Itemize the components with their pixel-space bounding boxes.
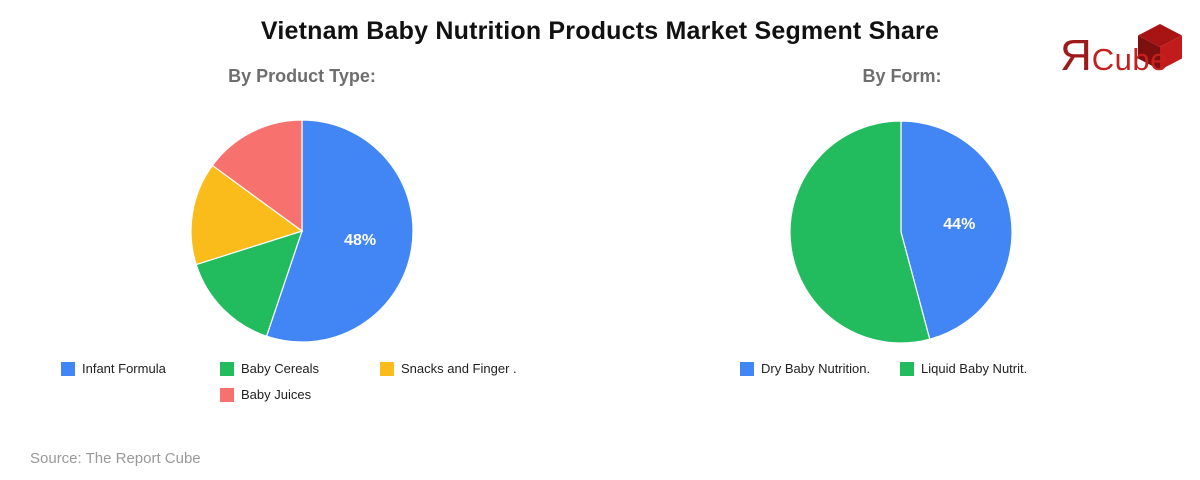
legend-item-baby-juices: Baby Juices (220, 388, 311, 402)
legend-item-infant-formula: Infant Formula (61, 362, 166, 376)
legend-swatch-infant-formula (61, 362, 75, 376)
logo-text: ЯCube (1060, 34, 1168, 78)
legend-swatch-snacks-and-finger (380, 362, 394, 376)
slice-value-label: 48% (344, 232, 376, 249)
legend-label: Baby Cereals (241, 361, 320, 376)
legend-item-baby-cereals: Baby Cereals (220, 362, 319, 376)
report-cube-logo: ЯCube (1060, 24, 1182, 80)
legend-swatch-dry-baby-nutrition (740, 362, 754, 376)
pie-chart-product-type: 48% (190, 119, 414, 343)
pie-slice-liquid-baby-nutrit (789, 120, 931, 344)
logo-letter-mark: Я (1060, 31, 1092, 80)
subtitle-by-form: By Form: (862, 66, 942, 86)
legend-label: Infant Formula (82, 361, 166, 376)
pie-slice-baby-cereals (195, 230, 303, 337)
pie-slice-baby-juices (211, 119, 303, 233)
cube-logo-icon (1138, 24, 1182, 70)
pie-chart-form: 44% (789, 120, 1013, 344)
legend-item-dry-baby-nutrition: Dry Baby Nutrition. (740, 362, 870, 376)
pie-slice-infant-formula (265, 119, 414, 343)
legend-swatch-baby-cereals (220, 362, 234, 376)
logo-word: Cube (1091, 42, 1168, 77)
page-title: Vietnam Baby Nutrition Products Market S… (260, 17, 940, 45)
legend-label: Baby Juices (241, 387, 312, 402)
pie-slice-snacks-and-finger (190, 164, 304, 266)
legend-swatch-liquid-baby-nutrit (900, 362, 914, 376)
slice-value-label: 44% (943, 216, 975, 233)
cube-right-face (1160, 35, 1182, 70)
legend-label: Dry Baby Nutrition. (761, 361, 871, 376)
subtitle-by-product-type: By Product Type: (228, 66, 376, 86)
source-note: Source: The Report Cube (30, 450, 201, 467)
pie-slice-dry-baby-nutrition (900, 120, 1013, 340)
legend-item-liquid-baby-nutrit: Liquid Baby Nutrit. (900, 362, 1027, 376)
legend-label: Liquid Baby Nutrit. (921, 361, 1028, 376)
legend-item-snacks-and-finger: Snacks and Finger . (380, 362, 517, 376)
legend-swatch-baby-juices (220, 388, 234, 402)
cube-left-face (1138, 35, 1160, 70)
legend-label: Snacks and Finger . (401, 361, 517, 376)
